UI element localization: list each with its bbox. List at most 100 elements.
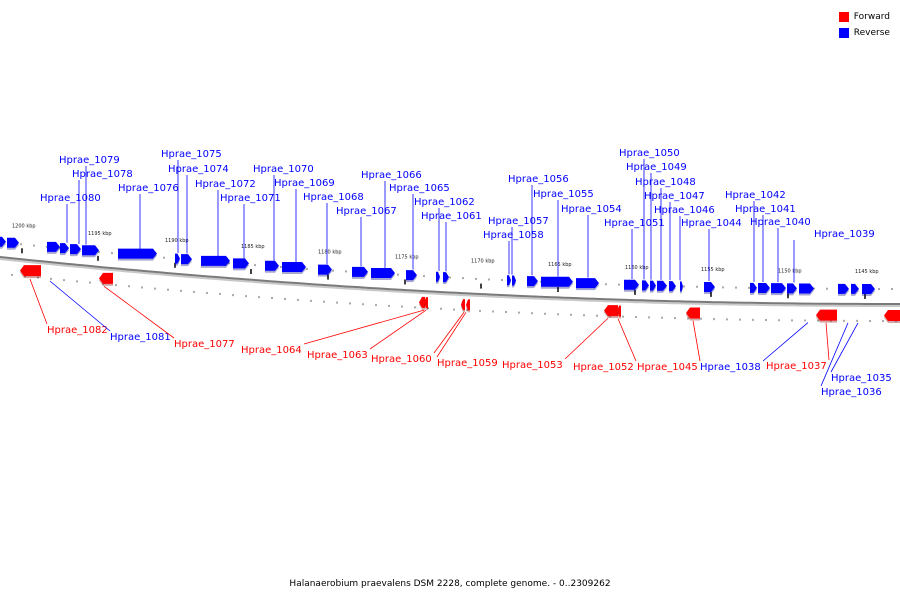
gene-label-hprae-1054: Hprae_1054 [561, 204, 622, 215]
gene-label-hprae-1050: Hprae_1050 [619, 148, 680, 159]
reverse-gene-arrow [507, 275, 511, 286]
gene-label-hprae-1055: Hprae_1055 [533, 189, 594, 200]
forward-gene-arrow [617, 305, 621, 317]
gene-label-hprae-1039: Hprae_1039 [814, 229, 875, 240]
scale-tick-label: 1165 kbp [548, 262, 572, 268]
gene-label-hprae-1051: Hprae_1051 [604, 218, 665, 229]
reverse-gene-arrow [406, 270, 417, 281]
scale-tick-label: 1155 kbp [701, 267, 725, 273]
legend-reverse-label: Reverse [853, 28, 890, 38]
reverse-gene-arrow [851, 283, 859, 294]
gene-label-hprae-1040: Hprae_1040 [750, 217, 811, 228]
forward-gene-arrow [604, 305, 618, 317]
leader-line [436, 312, 467, 358]
reverse-gene-arrow [70, 244, 81, 255]
gene-label-hprae-1060: Hprae_1060 [371, 354, 432, 365]
leader-line [369, 309, 427, 350]
gene-label-hprae-1036: Hprae_1036 [821, 387, 882, 398]
reverse-gene-arrow [576, 278, 599, 289]
gene-label-hprae-1042: Hprae_1042 [725, 190, 786, 201]
gene-label-hprae-1059: Hprae_1059 [437, 358, 498, 369]
reverse-gene-arrow [650, 280, 656, 291]
reverse-gene-arrow [82, 245, 99, 256]
scale-tick-label: 1190 kbp [165, 238, 189, 244]
reverse-gene-arrow [282, 262, 306, 273]
legend: Forward Reverse [838, 9, 890, 41]
reverse-gene-arrow [787, 283, 797, 294]
gene-label-hprae-1069: Hprae_1069 [274, 178, 335, 189]
gene-label-hprae-1067: Hprae_1067 [336, 206, 397, 217]
gene-label-hprae-1047: Hprae_1047 [644, 191, 705, 202]
reverse-gene-arrow [758, 282, 770, 293]
leader-line [564, 317, 609, 360]
reverse-gene-arrow [181, 254, 192, 265]
forward-gene-arrow [461, 299, 465, 311]
leader-line [617, 318, 637, 362]
caption: Halanaerobium praevalens DSM 2228, compl… [289, 579, 611, 589]
gene-label-hprae-1041: Hprae_1041 [735, 204, 796, 215]
gene-label-hprae-1071: Hprae_1071 [220, 193, 281, 204]
gene-label-hprae-1057: Hprae_1057 [488, 216, 549, 227]
scale-tick-label: 1160 kbp [625, 265, 649, 271]
gene-label-hprae-1070: Hprae_1070 [253, 164, 314, 175]
reverse-gene-arrow [642, 280, 649, 291]
gene-label-hprae-1044: Hprae_1044 [681, 218, 742, 229]
gene-label-hprae-1078: Hprae_1078 [72, 169, 133, 180]
reverse-gene-arrow [0, 236, 6, 247]
reverse-gene-arrow [624, 279, 639, 290]
gene-label-hprae-1064: Hprae_1064 [241, 345, 302, 356]
scale-tick-label: 1170 kbp [471, 259, 495, 265]
reverse-gene-arrow [265, 260, 279, 271]
forward-gene-arrow [20, 265, 41, 277]
reverse-gene-arrow [201, 255, 230, 266]
leader-line [830, 322, 859, 373]
gene-label-hprae-1079: Hprae_1079 [59, 155, 120, 166]
reverse-gene-arrow [862, 283, 875, 294]
scale-tick-label: 1175 kbp [395, 254, 419, 260]
reverse-gene-arrow [436, 271, 440, 282]
gene-label-hprae-1077: Hprae_1077 [174, 339, 235, 350]
reverse-gene-arrow [443, 272, 449, 283]
reverse-gene-arrow [233, 258, 249, 269]
legend-forward-label: Forward [853, 12, 890, 22]
reverse-gene-arrow [669, 281, 676, 292]
leader-line [433, 311, 465, 354]
gene-label-hprae-1049: Hprae_1049 [626, 162, 687, 173]
reverse-gene-arrow [771, 283, 786, 294]
reverse-gene-arrow [750, 282, 757, 293]
reverse-gene-arrow [118, 248, 157, 259]
gene-label-hprae-1048: Hprae_1048 [635, 177, 696, 188]
reverse-gene-arrow [318, 264, 332, 275]
reverse-gene-arrow [60, 243, 69, 254]
leader-line [49, 280, 111, 332]
forward-gene-arrow [884, 310, 900, 322]
gene-label-hprae-1052: Hprae_1052 [573, 362, 634, 373]
gene-label-hprae-1053: Hprae_1053 [502, 360, 563, 371]
forward-gene-arrow [686, 307, 700, 319]
reverse-gene-arrow [47, 241, 60, 252]
gene-label-hprae-1068: Hprae_1068 [303, 192, 364, 203]
backbone [0, 256, 900, 305]
gene-label-hprae-1066: Hprae_1066 [361, 170, 422, 181]
forward-gene-arrow [99, 272, 113, 284]
forward-gene-arrow [424, 297, 428, 309]
gene-label-hprae-1058: Hprae_1058 [483, 230, 544, 241]
gene-label-hprae-1062: Hprae_1062 [414, 197, 475, 208]
gene-label-hprae-1065: Hprae_1065 [389, 183, 450, 194]
leader-line [29, 278, 48, 325]
reverse-gene-arrow [657, 280, 667, 291]
reverse-gene-arrow [799, 283, 814, 294]
reverse-gene-arrow [7, 237, 19, 248]
gene-label-hprae-1076: Hprae_1076 [118, 183, 179, 194]
reverse-swatch [838, 28, 849, 38]
leader-line [692, 320, 701, 362]
legend-forward: Forward [838, 9, 890, 25]
leader-line [103, 286, 175, 339]
gene-label-hprae-1081: Hprae_1081 [110, 332, 171, 343]
gene-label-hprae-1063: Hprae_1063 [307, 350, 368, 361]
scale-tick-label: 1150 kbp [778, 268, 802, 274]
reverse-gene-arrow [175, 253, 180, 264]
forward-gene-arrow [419, 296, 425, 308]
reverse-gene-arrow [541, 276, 573, 287]
